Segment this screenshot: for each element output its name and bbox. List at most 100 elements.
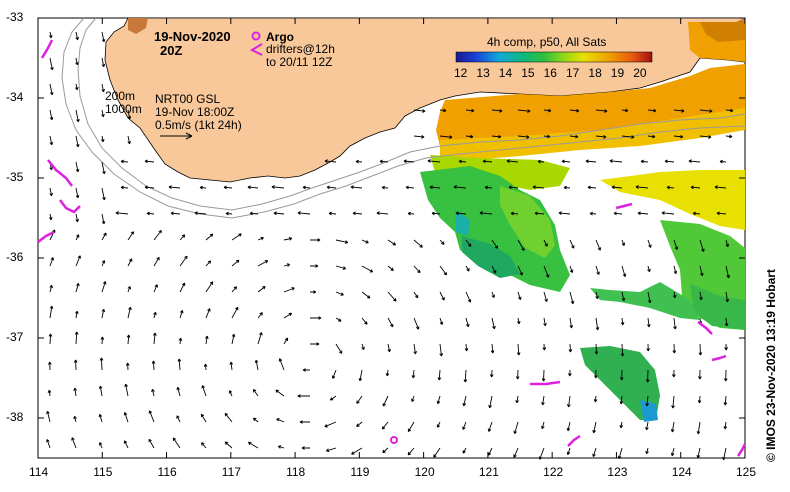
current-vector: [101, 161, 106, 175]
current-vector: [387, 239, 396, 246]
current-vector: [595, 239, 602, 251]
current-vector: [200, 413, 207, 423]
current-vector: [127, 286, 131, 293]
current-vector: [46, 439, 51, 449]
current-vector: [257, 332, 263, 345]
drifters-legend-label-2: to 20/11 12Z: [266, 55, 333, 69]
current-vector: [74, 331, 79, 345]
current-vector: [310, 290, 317, 294]
current-vector: [647, 291, 652, 304]
current-vector: [621, 265, 627, 278]
current-vector: [647, 317, 651, 328]
current-vector: [463, 369, 468, 383]
current-vector: [257, 286, 266, 293]
current-vector: [595, 265, 600, 275]
current-vector: [98, 385, 103, 397]
current-vector: [645, 421, 649, 431]
current-vector: [647, 108, 657, 113]
current-vector: [568, 343, 573, 353]
current-vector: [229, 361, 234, 371]
argo-float-marker: [390, 436, 398, 444]
current-vector: [252, 388, 259, 397]
lon-tick-120: 120: [414, 465, 435, 479]
current-vector: [283, 236, 293, 241]
current-vector: [439, 135, 453, 139]
current-vector: [673, 134, 684, 139]
current-vector: [439, 108, 447, 113]
current-vector: [491, 317, 496, 330]
current-vector: [407, 211, 415, 216]
current-vector: [427, 159, 441, 163]
current-vector: [179, 234, 186, 241]
current-vector: [283, 312, 293, 319]
current-vector: [585, 159, 597, 164]
current-vector: [101, 109, 105, 118]
sst-tick-16: 16: [543, 66, 557, 80]
current-vector: [484, 185, 493, 190]
current-vector: [487, 421, 493, 432]
current-vector: [283, 263, 291, 267]
lat-tick--37: -37: [6, 330, 24, 344]
current-vector: [335, 291, 344, 296]
lat-tick--33: -33: [6, 10, 24, 24]
current-vector: [542, 343, 547, 351]
current-vector: [224, 441, 233, 449]
current-vector: [587, 185, 597, 190]
current-vector: [228, 390, 233, 397]
current-vector: [569, 265, 574, 273]
current-vector: [47, 389, 52, 397]
current-vector: [698, 343, 703, 356]
current-vector: [361, 239, 369, 244]
current-vector: [482, 159, 493, 164]
current-vector: [489, 369, 494, 378]
current-vector: [49, 109, 54, 121]
current-vector: [517, 135, 530, 139]
current-vector: [697, 395, 702, 404]
current-vector: [413, 317, 420, 330]
product-name: NRT00 GSL: [155, 92, 221, 106]
current-vector: [351, 447, 363, 455]
current-vector: [249, 211, 259, 216]
sst-colorbar: [455, 51, 653, 63]
current-vector: [172, 437, 181, 449]
current-vector: [647, 134, 656, 139]
current-vector: [593, 369, 598, 379]
current-vector: [297, 394, 310, 398]
current-vector: [413, 109, 426, 113]
current-vector: [619, 395, 624, 405]
current-vector: [725, 265, 730, 279]
current-vector: [257, 312, 263, 319]
current-vector: [719, 159, 727, 164]
current-vector: [48, 333, 53, 345]
current-vector: [508, 185, 519, 190]
current-vector: [177, 358, 182, 371]
current-vector: [376, 211, 389, 215]
current-vector: [176, 386, 181, 397]
current-vector: [46, 410, 51, 423]
current-vector: [611, 185, 623, 190]
sst-tick-13: 13: [476, 66, 490, 80]
current-vectors: [46, 31, 734, 461]
current-vector: [609, 159, 623, 163]
current-vector: [515, 395, 520, 404]
current-vector: [672, 343, 677, 354]
current-vector: [151, 360, 156, 371]
current-vector: [75, 31, 79, 41]
current-vector: [361, 343, 365, 351]
current-vector: [569, 291, 575, 305]
current-vector: [75, 282, 80, 293]
current-vector: [75, 135, 80, 148]
current-vector: [589, 211, 597, 216]
current-vector: [724, 317, 729, 327]
current-vector: [302, 185, 311, 190]
current-vector: [647, 265, 651, 273]
sst-tick-17: 17: [566, 66, 580, 80]
current-vector: [257, 236, 264, 241]
sst-tick-18: 18: [588, 66, 602, 80]
current-vector: [199, 185, 207, 190]
current-vector: [310, 264, 319, 268]
current-vector: [566, 447, 571, 456]
current-vector: [352, 211, 363, 216]
current-vector: [661, 211, 675, 215]
current-vector: [723, 369, 728, 382]
